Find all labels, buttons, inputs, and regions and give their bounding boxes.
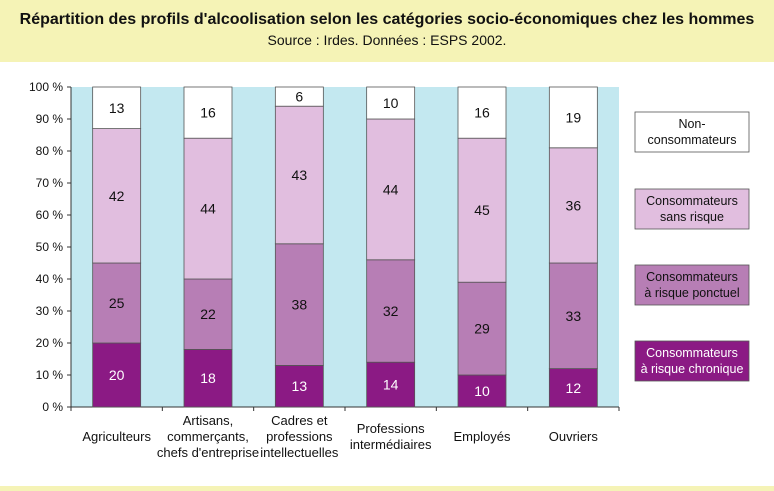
- bar-segment: [366, 259, 416, 363]
- chart-subtitle: Source : Irdes. Données : ESPS 2002.: [267, 32, 507, 48]
- x-category-label-line: Professions: [357, 421, 425, 436]
- x-category-label-line: intellectuelles: [260, 445, 339, 460]
- y-tick-label: 60 %: [36, 208, 64, 222]
- bar-segment: [274, 243, 324, 366]
- bar-segment: [92, 342, 142, 408]
- y-tick-label: 80 %: [36, 144, 64, 158]
- y-tick-label: 0 %: [42, 400, 63, 414]
- plot-background: [71, 87, 619, 407]
- data-label: 32: [383, 303, 399, 319]
- y-tick-label: 40 %: [36, 272, 64, 286]
- x-category-label: Artisans, commerçants, chefs d'entreprise: [157, 413, 259, 460]
- y-tick-label: 50 %: [36, 240, 64, 254]
- bar-segment: [183, 348, 233, 408]
- bar-segment: [366, 86, 416, 120]
- bar-segment: [183, 86, 233, 139]
- data-label: 6: [295, 89, 303, 105]
- legend-swatch: [634, 111, 750, 153]
- bar-segment: [548, 147, 598, 264]
- legend-swatch: [634, 188, 750, 230]
- data-label: 12: [566, 380, 582, 396]
- data-label: 36: [566, 197, 582, 213]
- legend-label: Consommateurs à risque ponctuel: [644, 270, 739, 300]
- data-label: 42: [109, 188, 125, 204]
- x-category-label-line: commerçants,: [167, 429, 249, 444]
- data-label: 18: [200, 370, 216, 386]
- bar-segment: [274, 105, 324, 245]
- bar-segment: [92, 262, 142, 344]
- legend-label-line: Consommateurs: [646, 194, 738, 208]
- legend-label-line: à risque chronique: [641, 362, 744, 376]
- data-label: 14: [383, 377, 399, 393]
- y-tick-label: 100 %: [29, 80, 63, 94]
- bar-segment: [457, 137, 507, 283]
- data-label: 16: [200, 105, 216, 121]
- data-label: 45: [474, 202, 490, 218]
- bar-segment: [548, 262, 598, 369]
- data-label: 43: [292, 167, 308, 183]
- x-category-label: Ouvriers: [549, 429, 599, 444]
- x-category-label-line: Agriculteurs: [82, 429, 151, 444]
- y-tick-label: 30 %: [36, 304, 64, 318]
- x-category-label-line: Employés: [453, 429, 511, 444]
- data-label: 10: [474, 383, 490, 399]
- data-label: 13: [292, 378, 308, 394]
- bar-segment: [92, 86, 142, 129]
- legend-label: Non-consommateurs: [648, 117, 737, 147]
- x-category-label-line: Ouvriers: [549, 429, 599, 444]
- bar-segment: [183, 278, 233, 350]
- y-tick-label: 20 %: [36, 336, 64, 350]
- x-category-label-line: professions: [266, 429, 333, 444]
- legend-label-line: à risque ponctuel: [644, 286, 739, 300]
- x-category-label-line: Artisans,: [183, 413, 234, 428]
- bar-segment: [457, 86, 507, 139]
- data-label: 38: [292, 297, 308, 313]
- data-label: 33: [566, 308, 582, 324]
- x-category-label: Agriculteurs: [82, 429, 151, 444]
- data-label: 25: [109, 295, 125, 311]
- bar-segment: [183, 137, 233, 280]
- stacked-bar-chart: 0 % 10 % 20 % 30 % 40 % 50 % 60 % 70 % 80 % 90 % 1…: [29, 80, 750, 460]
- x-category-label-line: chefs d'entreprise: [157, 445, 259, 460]
- data-label: 19: [566, 109, 582, 125]
- bar-segment: [92, 128, 142, 264]
- bar-segment: [548, 86, 598, 149]
- legend-swatch: [634, 340, 750, 382]
- bar-segment: [366, 118, 416, 261]
- legend-label-line: consommateurs: [648, 133, 737, 147]
- data-label: 10: [383, 95, 399, 111]
- bar-segment: [457, 281, 507, 376]
- bar-segment: [274, 86, 324, 107]
- bar-segment: [548, 368, 598, 408]
- data-label: 13: [109, 100, 125, 116]
- data-label: 29: [474, 321, 490, 337]
- x-category-label: Professions intermédiaires: [350, 421, 432, 452]
- legend-label-line: sans risque: [660, 210, 724, 224]
- y-tick-label: 10 %: [36, 368, 64, 382]
- legend-label: Consommateurs sans risque: [646, 194, 738, 224]
- x-category-label-line: Cadres et: [271, 413, 328, 428]
- legend-swatch: [634, 264, 750, 306]
- x-category-label-line: intermédiaires: [350, 437, 432, 452]
- x-category-label: Cadres et professions intellectuelles: [260, 413, 339, 460]
- chart-title: Répartition des profils d'alcoolisation …: [19, 11, 755, 28]
- y-tick-label: 90 %: [36, 112, 64, 126]
- chart-area: 0 % 10 % 20 % 30 % 40 % 50 % 60 % 70 % 80 % 90 % 1…: [0, 62, 774, 486]
- data-label: 20: [109, 367, 125, 383]
- legend-label-line: Consommateurs: [646, 270, 738, 284]
- data-label: 44: [200, 201, 216, 217]
- legend-label-line: Non-: [678, 117, 705, 131]
- data-label: 22: [200, 306, 216, 322]
- legend-label: Consommateurs à risque chronique: [641, 346, 744, 376]
- x-category-label: Employés: [453, 429, 511, 444]
- data-label: 44: [383, 181, 399, 197]
- data-label: 16: [474, 105, 490, 121]
- legend-label-line: Consommateurs: [646, 346, 738, 360]
- bar-segment: [274, 364, 324, 408]
- y-tick-label: 70 %: [36, 176, 64, 190]
